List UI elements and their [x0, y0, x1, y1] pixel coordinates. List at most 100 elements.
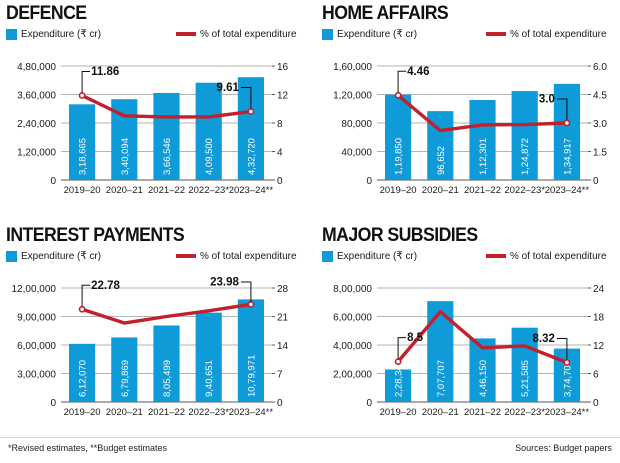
callout-label: 3.0	[539, 94, 555, 106]
x-axis-tick-label: 2022–23*	[188, 407, 229, 418]
y2-axis-tick-label: 1.5	[593, 148, 607, 159]
y-axis-tick-label: 2,40,000	[17, 119, 56, 130]
bar	[195, 82, 222, 180]
plot-area: 0 0 2,00,000 6 4,00,000 12 6,00,000 18 8,00,000 2…	[322, 266, 612, 424]
bar-value-label: 2,28,341	[394, 360, 405, 397]
bar	[511, 91, 538, 180]
y-axis-tick-label: 12,00,000	[12, 284, 57, 295]
x-axis-tick-label: 2022–23*	[504, 407, 545, 418]
y2-axis-tick-label: 12	[593, 341, 605, 352]
plot-area: 0 0 1,20,000 4 2,40,000 8 3,60,000 12 4,80,000 16…	[6, 44, 302, 202]
y-axis-tick-label: 0	[50, 176, 56, 187]
bar-value-label: 3,40,094	[120, 138, 131, 175]
callout-label: 8.32	[533, 333, 555, 345]
y-axis-tick-label: 4,80,000	[17, 62, 56, 73]
data-point-marker	[563, 359, 571, 366]
y-axis-tick-label: 9,00,000	[17, 313, 56, 324]
callout-label: 4.46	[407, 66, 429, 78]
bar-value-label: 4,32,720	[246, 138, 257, 175]
callout-label: 8.5	[407, 332, 424, 344]
legend-line-swatch-icon	[176, 254, 197, 258]
callout-label: 9.61	[217, 82, 240, 94]
bar-value-label: 3,66,546	[162, 138, 173, 175]
y-axis-tick-label: 0	[366, 398, 372, 409]
y2-axis-tick-label: 0	[277, 398, 283, 409]
y2-axis-tick-label: 6.0	[593, 62, 607, 73]
data-point-marker	[394, 91, 402, 99]
y-axis-tick-label: 3,60,000	[17, 91, 56, 102]
trend-line	[80, 302, 253, 325]
y-axis-tick-label: 0	[50, 398, 56, 409]
chart-panel-interest-payments: INTEREST PAYMENTS Expenditure (₹ cr) % o…	[0, 222, 310, 437]
y-axis-tick-label: 40,000	[341, 148, 372, 159]
y2-axis-tick-label: 7	[277, 370, 283, 381]
y2-axis-tick-label: 0	[277, 176, 283, 187]
y2-axis-tick-label: 3.0	[593, 119, 607, 130]
x-axis-tick-label: 2022–23*	[504, 185, 545, 196]
y2-axis-tick-label: 24	[593, 284, 605, 295]
trend-line	[80, 93, 253, 119]
footer-notes: *Revised estimates, **Budget estimates	[8, 442, 168, 454]
y2-axis-tick-label: 18	[593, 313, 605, 324]
legend-line-label: % of total expenditure	[510, 28, 607, 40]
y2-axis-tick-label: 12	[277, 91, 289, 102]
y-axis-tick-label: 6,00,000	[17, 341, 56, 352]
bar-value-label: 1,19,850	[394, 138, 405, 175]
legend-bar-label: Expenditure (₹ cr)	[337, 28, 418, 40]
chart-legend: Expenditure (₹ cr) % of total expenditur…	[6, 27, 302, 41]
x-axis-tick-label: 2023–24**	[229, 407, 274, 418]
y2-axis-tick-label: 4.5	[593, 91, 607, 102]
bar	[69, 104, 96, 180]
chart-legend: Expenditure (₹ cr) % of total expenditur…	[322, 27, 612, 41]
x-axis-tick-label: 2021–22	[464, 185, 501, 196]
bar-value-label: 5,21,585	[520, 360, 531, 397]
bar-value-label: 6,12,070	[78, 360, 89, 397]
trend-line	[396, 93, 569, 133]
panel-title: MAJOR SUBSIDIES	[322, 225, 478, 246]
x-axis-tick-label: 2023–24**	[545, 407, 590, 418]
chart-panel-defence: DEFENCE Expenditure (₹ cr) % of total ex…	[0, 0, 310, 222]
legend-line-swatch-icon	[176, 32, 197, 36]
bar-value-label: 4,46,150	[478, 360, 489, 397]
y-axis-tick-label: 1,60,000	[333, 62, 372, 73]
bar-value-label: 1,12,301	[478, 138, 489, 175]
callout-label: 11.86	[91, 66, 119, 78]
x-axis-tick-label: 2019–20	[64, 185, 101, 196]
bar-value-label: 9,40,651	[204, 360, 215, 397]
y2-axis-tick-label: 0	[593, 398, 599, 409]
trend-line	[396, 310, 569, 365]
y-axis-tick-label: 3,00,000	[17, 370, 56, 381]
bar-value-label: 3,18,665	[78, 138, 89, 175]
data-point-marker	[563, 119, 571, 127]
x-axis-tick-label: 2023–24**	[229, 185, 274, 196]
y2-axis-tick-label: 16	[277, 62, 289, 73]
y2-axis-tick-label: 8	[277, 119, 283, 130]
legend-bar-swatch-icon	[322, 28, 333, 40]
footer: *Revised estimates, **Budget estimates S…	[0, 437, 620, 463]
bar-value-label: 4,09,500	[204, 138, 215, 175]
data-point-marker	[78, 92, 86, 99]
x-axis-tick-label: 2020–21	[422, 407, 459, 418]
bar-value-label: 3,74,707	[562, 360, 573, 397]
x-axis-tick-label: 2021–22	[148, 407, 185, 418]
x-axis-tick-label: 2019–20	[380, 185, 417, 196]
legend-bar-label: Expenditure (₹ cr)	[337, 250, 418, 262]
data-point-marker	[247, 300, 255, 308]
plot-area: 0 0 40,000 1.5 80,000 3.0 1,20,000 4.5 1,60,000 6…	[322, 44, 612, 202]
x-axis-tick-label: 2019–20	[64, 407, 101, 418]
bar	[385, 94, 412, 180]
bar	[195, 312, 222, 402]
y2-axis-tick-label: 0	[593, 176, 599, 187]
y2-axis-tick-label: 6	[593, 370, 599, 381]
bar	[511, 327, 538, 402]
data-point-marker	[78, 305, 86, 313]
x-axis-tick-label: 2019–20	[380, 407, 417, 418]
bar	[111, 337, 138, 402]
footer-divider	[0, 437, 620, 438]
bar	[385, 369, 412, 402]
chart-panel-home-affairs: HOME AFFAIRS Expenditure (₹ cr) % of tot…	[310, 0, 620, 222]
bar-value-label: 10,79,971	[246, 355, 257, 397]
legend-bar-swatch-icon	[6, 28, 17, 40]
legend-line-swatch-icon	[486, 254, 507, 258]
